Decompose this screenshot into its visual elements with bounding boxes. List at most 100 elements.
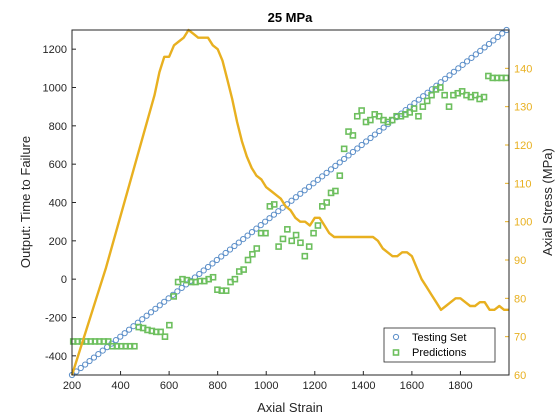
testing-set-point: [463, 58, 471, 65]
testing-set-point: [266, 215, 273, 222]
y2-tick-label: 120: [514, 140, 532, 152]
prediction-point: [240, 266, 247, 273]
prediction-point: [336, 172, 344, 179]
prediction-point: [358, 107, 365, 114]
x-tick-label: 400: [111, 380, 129, 392]
x-tick-label: 200: [63, 380, 81, 392]
legend-testing-marker: [392, 333, 400, 341]
testing-set-point: [446, 72, 453, 79]
y-tick-label: 600: [49, 159, 67, 171]
prediction-point: [419, 103, 427, 110]
testing-set-point: [376, 127, 383, 135]
testing-set-point: [90, 354, 98, 361]
prediction-point: [423, 97, 431, 105]
testing-set-point: [371, 131, 378, 138]
testing-set-point: [481, 44, 488, 51]
testing-set-point: [442, 75, 449, 82]
testing-set-point: [117, 333, 124, 340]
testing-set-point: [77, 364, 84, 372]
prediction-point: [310, 229, 317, 237]
testing-set-point: [332, 162, 339, 170]
testing-set-point: [204, 263, 212, 271]
testing-set-point: [354, 145, 361, 152]
testing-set-point: [380, 124, 387, 131]
y2-tick-label: 70: [514, 332, 526, 344]
testing-set-point: [209, 260, 216, 267]
testing-set-point: [314, 176, 321, 183]
y2-tick-label: 100: [514, 217, 532, 229]
prediction-point: [340, 145, 348, 153]
left-axis: -400 -200 0 200 400 600 800 1000 1200: [43, 44, 76, 363]
prediction-point: [161, 333, 169, 340]
testing-set-point: [95, 350, 102, 358]
prediction-point: [480, 93, 488, 101]
testing-set-point: [218, 253, 225, 260]
testing-set-point: [358, 141, 365, 149]
y2-axis-label: Axial Stress (MPa): [540, 148, 555, 256]
testing-set-point: [428, 86, 436, 93]
testing-set-point: [244, 232, 251, 239]
testing-set-point: [468, 54, 475, 61]
prediction-point: [222, 287, 230, 294]
y-tick-label: 400: [49, 198, 67, 210]
prediction-point: [166, 321, 173, 329]
testing-set-point: [323, 169, 330, 176]
x-tick-label: 1000: [254, 380, 278, 392]
testing-set-point: [455, 65, 462, 72]
testing-set-point: [200, 267, 207, 274]
y-tick-label: -400: [45, 351, 67, 363]
prediction-point: [305, 243, 313, 250]
prediction-point: [367, 116, 374, 124]
testing-set-point: [415, 96, 422, 103]
testing-set-point: [420, 93, 427, 100]
testing-set-point: [279, 204, 286, 211]
prediction-point: [502, 74, 510, 82]
y-tick-label: -200: [45, 313, 67, 325]
plot-frame: [71, 29, 510, 376]
prediction-point: [244, 256, 252, 264]
prediction-point: [209, 273, 217, 281]
testing-set-point: [341, 155, 348, 163]
testing-set-point: [319, 173, 326, 180]
x-tick-label: 600: [160, 380, 178, 392]
testing-set-point: [450, 68, 457, 75]
prediction-point: [319, 203, 326, 210]
prediction-point: [253, 245, 261, 252]
testing-set-point: [490, 37, 497, 44]
testing-set-point: [240, 235, 247, 243]
testing-set-point: [125, 326, 133, 333]
x-tick-label: 1200: [303, 380, 327, 392]
testing-set-point: [139, 316, 146, 323]
axial-stress-line: [70, 28, 509, 376]
testing-set-point: [156, 302, 163, 309]
prediction-point: [292, 231, 300, 239]
y-tick-label: 1200: [43, 44, 67, 56]
prediction-point: [104, 338, 112, 345]
testing-set-point: [143, 312, 150, 319]
prediction-point: [157, 328, 164, 336]
prediction-point: [349, 132, 357, 139]
testing-set-point: [178, 284, 185, 291]
y-tick-label: 0: [61, 274, 67, 286]
testing-set-point: [459, 61, 466, 68]
testing-set-point: [152, 305, 159, 312]
legend: Testing Set Predictions: [383, 327, 496, 363]
prediction-point: [231, 275, 239, 283]
x-tick-label: 1800: [448, 380, 472, 392]
prediction-point: [428, 91, 435, 99]
bottom-axis: 200 400 600 800 1000 1200 1400 1600 1800: [63, 371, 473, 392]
prediction-point: [375, 112, 383, 120]
x-tick-label: 1400: [351, 380, 375, 392]
prediction-point: [415, 112, 422, 120]
testing-set-point: [112, 337, 119, 344]
testing-set-point: [253, 225, 260, 232]
legend-box: [383, 327, 496, 363]
prediction-point: [406, 109, 414, 116]
prediction-point: [345, 128, 352, 135]
y2-tick-label: 110: [514, 178, 532, 190]
testing-set-point: [161, 298, 168, 305]
testing-set-point: [292, 194, 299, 201]
testing-set-point: [336, 159, 343, 166]
prediction-point: [131, 342, 138, 350]
